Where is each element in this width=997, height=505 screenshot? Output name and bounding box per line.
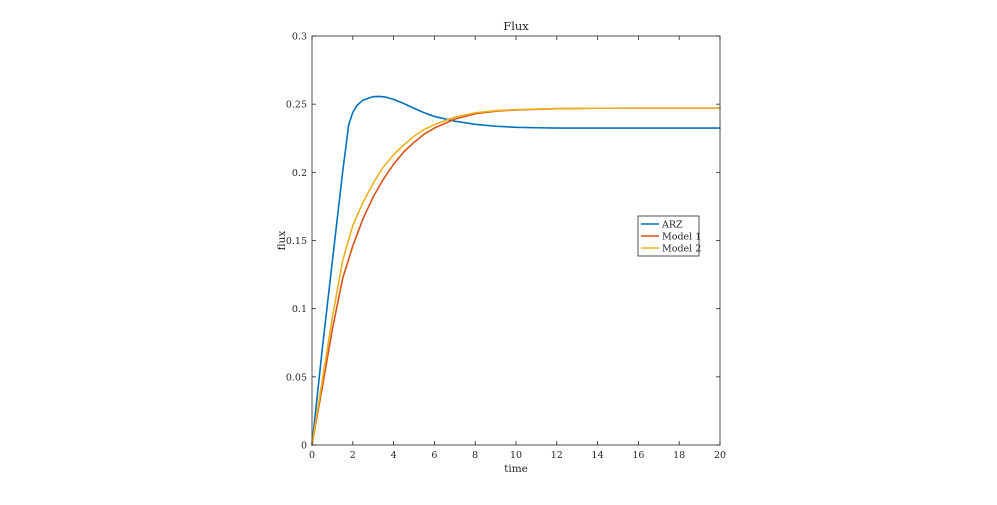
- series-line-model-2: [311, 107, 721, 446]
- legend-label: Model 2: [662, 244, 701, 255]
- x-tick-label: 4: [391, 450, 397, 461]
- series-line-arz: [311, 95, 721, 446]
- legend-label: ARZ: [661, 220, 683, 231]
- x-tick-label: 18: [673, 450, 685, 461]
- legend-label: Model 1: [662, 232, 701, 243]
- chart-title: Flux: [503, 19, 529, 33]
- x-tick-label: 12: [551, 450, 563, 461]
- x-tick-label: 16: [632, 450, 644, 461]
- x-tick-label: 14: [592, 450, 604, 461]
- y-tick-label: 0.3: [292, 32, 307, 43]
- y-tick-label: 0.05: [286, 372, 307, 383]
- x-tick-label: 8: [472, 450, 478, 461]
- x-axis-title: time: [504, 463, 528, 475]
- y-tick-label: 0.1: [292, 304, 307, 315]
- x-tick-label: 6: [431, 450, 437, 461]
- x-tick-label: 20: [714, 450, 726, 461]
- series-layer: [311, 95, 721, 446]
- x-tick-label: 0: [309, 450, 315, 461]
- y-tick-label: 0.2: [292, 168, 307, 179]
- axes-layer: 0 2 4 6 8 10 12 14 16 18 20 0 0.05 0.1 0.15 0.2 0.25 0.3: [286, 32, 726, 462]
- y-tick-label: 0.15: [286, 236, 307, 247]
- y-axis-title: flux: [276, 231, 288, 251]
- y-tick-label: 0.25: [286, 100, 307, 111]
- x-tick-label: 10: [510, 450, 522, 461]
- y-tick-label: 0: [301, 441, 307, 452]
- x-tick-label: 2: [350, 450, 356, 461]
